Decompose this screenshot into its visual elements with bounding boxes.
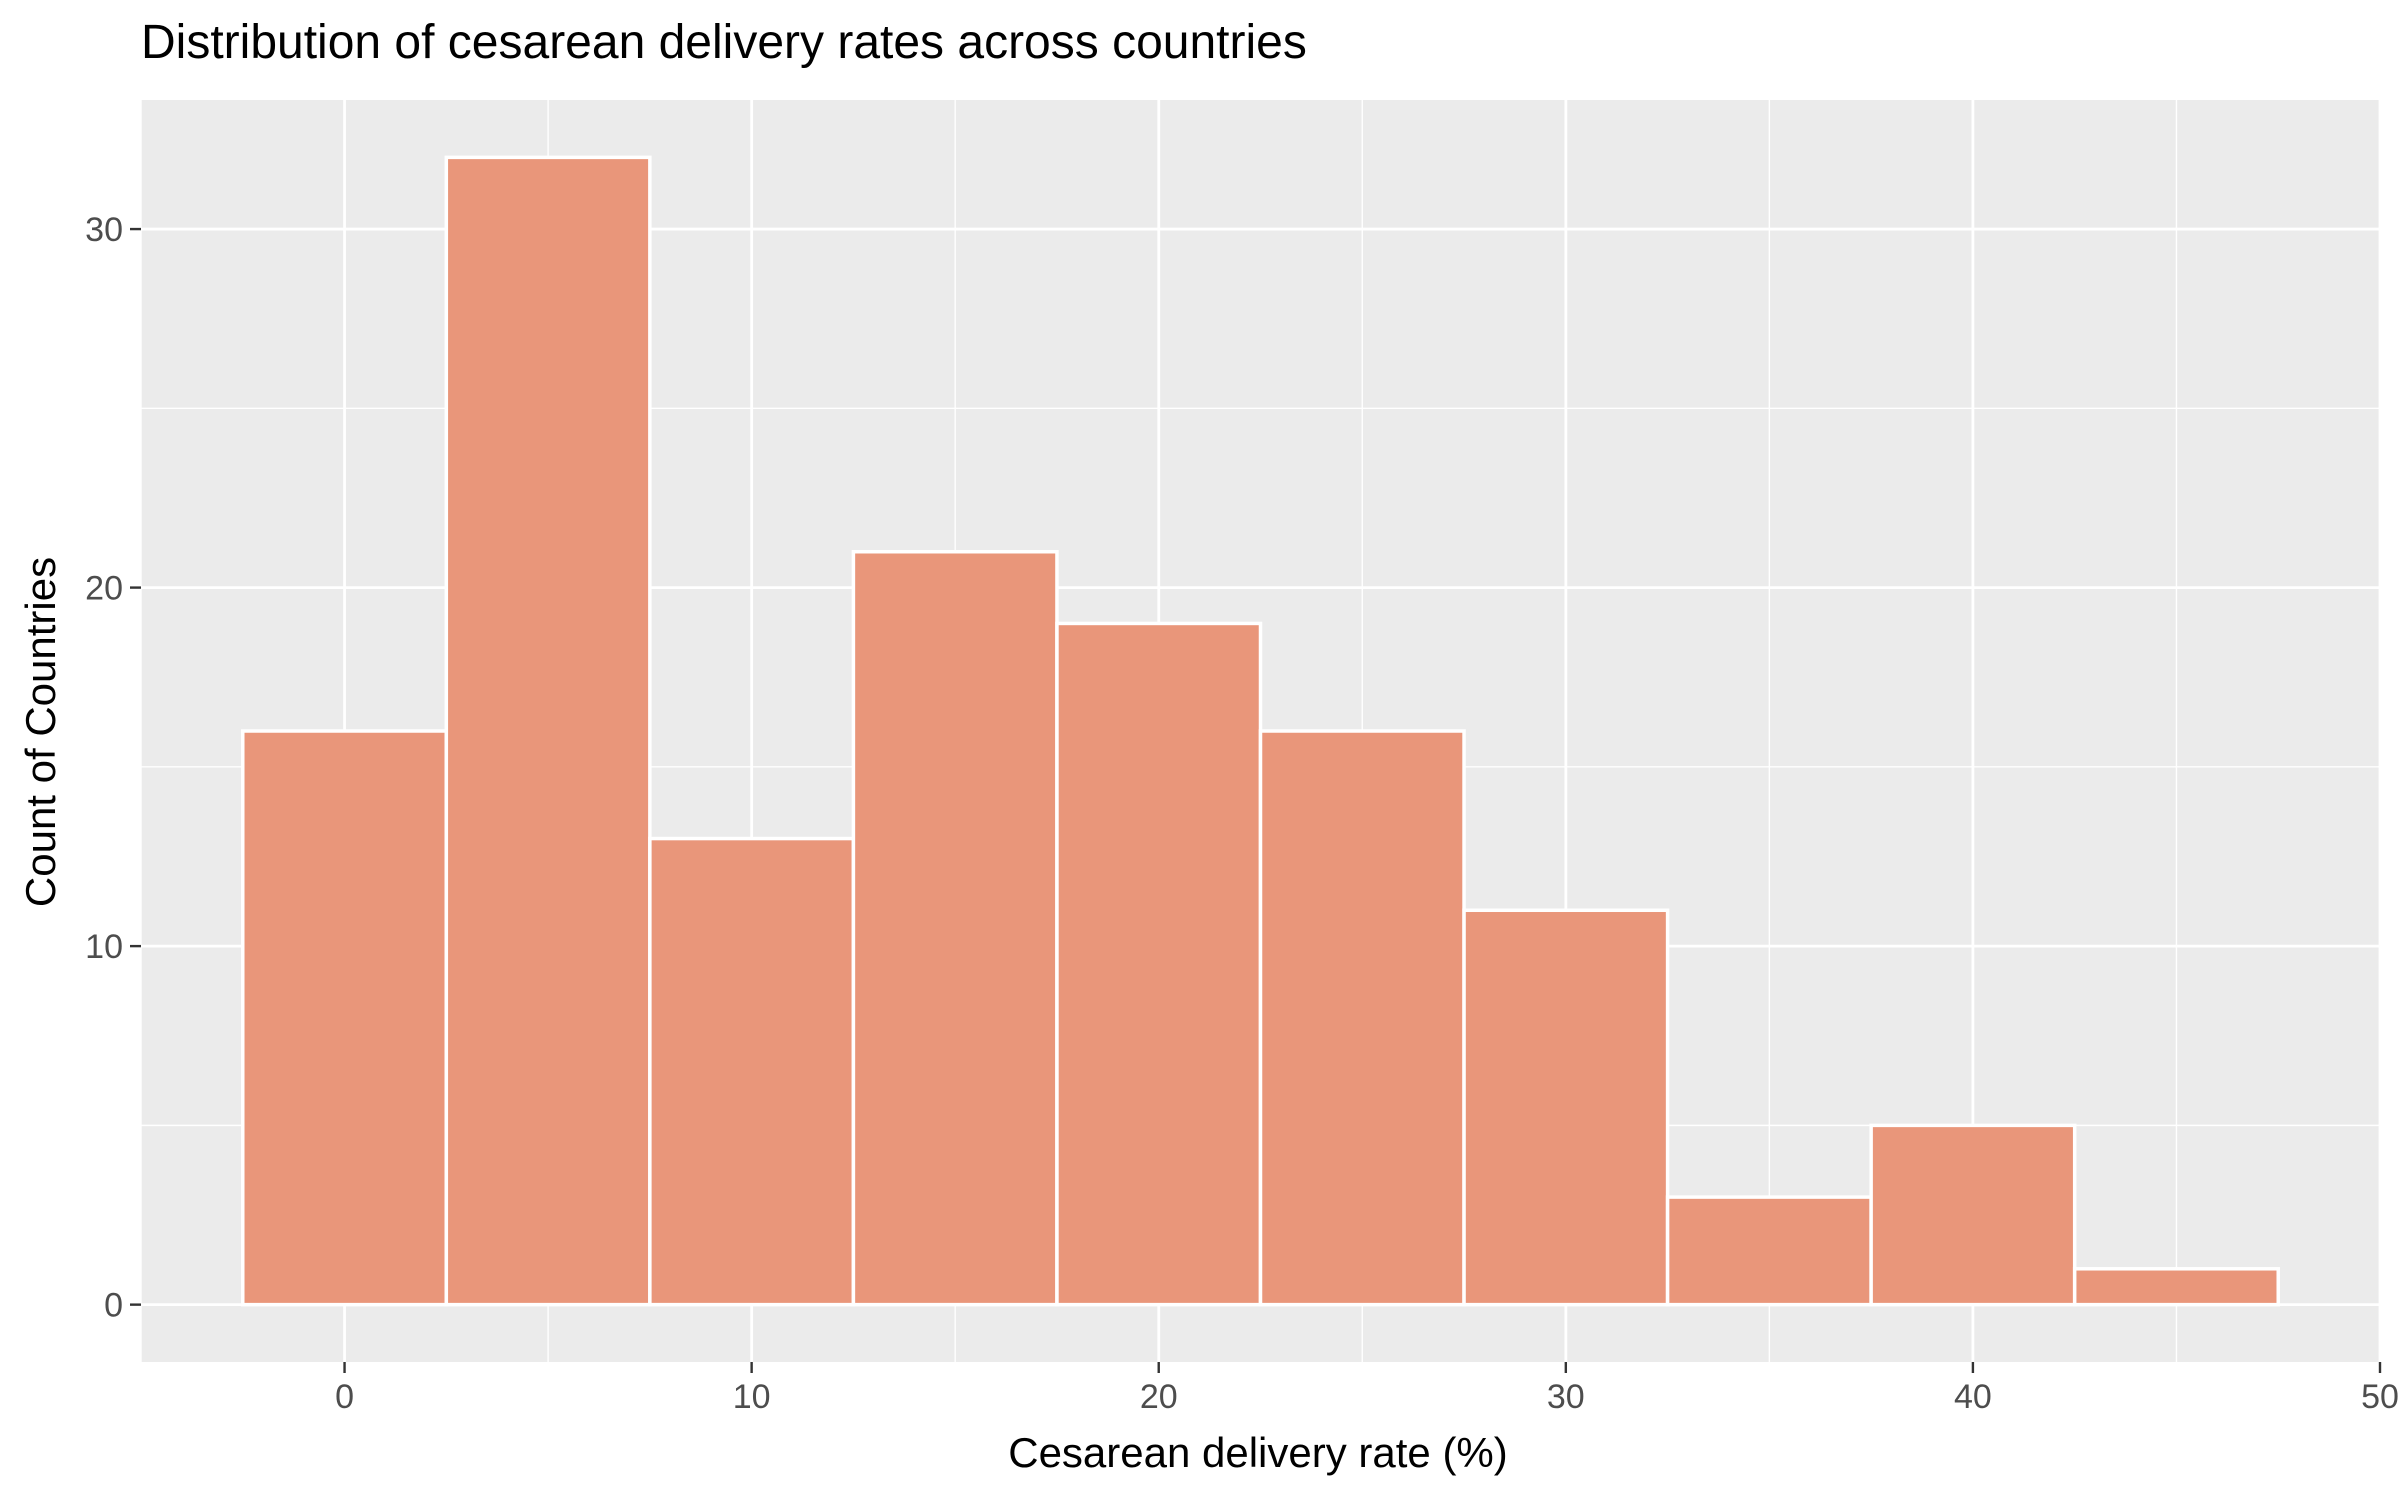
histogram-bar (2072, 1267, 2280, 1307)
chart-title: Distribution of cesarean delivery rates … (141, 16, 1307, 69)
y-axis-title: Count of Countries (17, 557, 64, 907)
y-tick-label: 10 (85, 928, 123, 966)
x-tick-label: 20 (1140, 1378, 1178, 1416)
y-tick-label: 30 (85, 211, 123, 249)
histogram-bar (241, 729, 449, 1307)
histogram-bar (851, 549, 1059, 1307)
x-tick-label: 30 (1547, 1378, 1585, 1416)
y-axis: 0 10 20 30 (85, 211, 141, 1325)
histogram-bar (1869, 1123, 2077, 1307)
x-axis-title: Cesarean delivery rate (%) (1008, 1429, 1508, 1476)
histogram-bar (1665, 1195, 1873, 1307)
x-tick-label: 40 (1954, 1378, 1992, 1416)
x-tick-label: 10 (733, 1378, 771, 1416)
histogram-bar (648, 836, 856, 1307)
x-tick-label: 0 (335, 1378, 354, 1416)
x-axis: 0 10 20 30 40 50 (335, 1362, 2399, 1416)
histogram-bar (1055, 621, 1263, 1307)
y-tick-label: 20 (85, 570, 123, 608)
histogram-bars (241, 155, 2280, 1307)
y-tick-label: 0 (104, 1287, 123, 1325)
x-tick-label: 50 (2361, 1378, 2399, 1416)
histogram-bar (1462, 908, 1670, 1307)
histogram-bar (444, 155, 652, 1307)
histogram-bar (1258, 729, 1466, 1307)
